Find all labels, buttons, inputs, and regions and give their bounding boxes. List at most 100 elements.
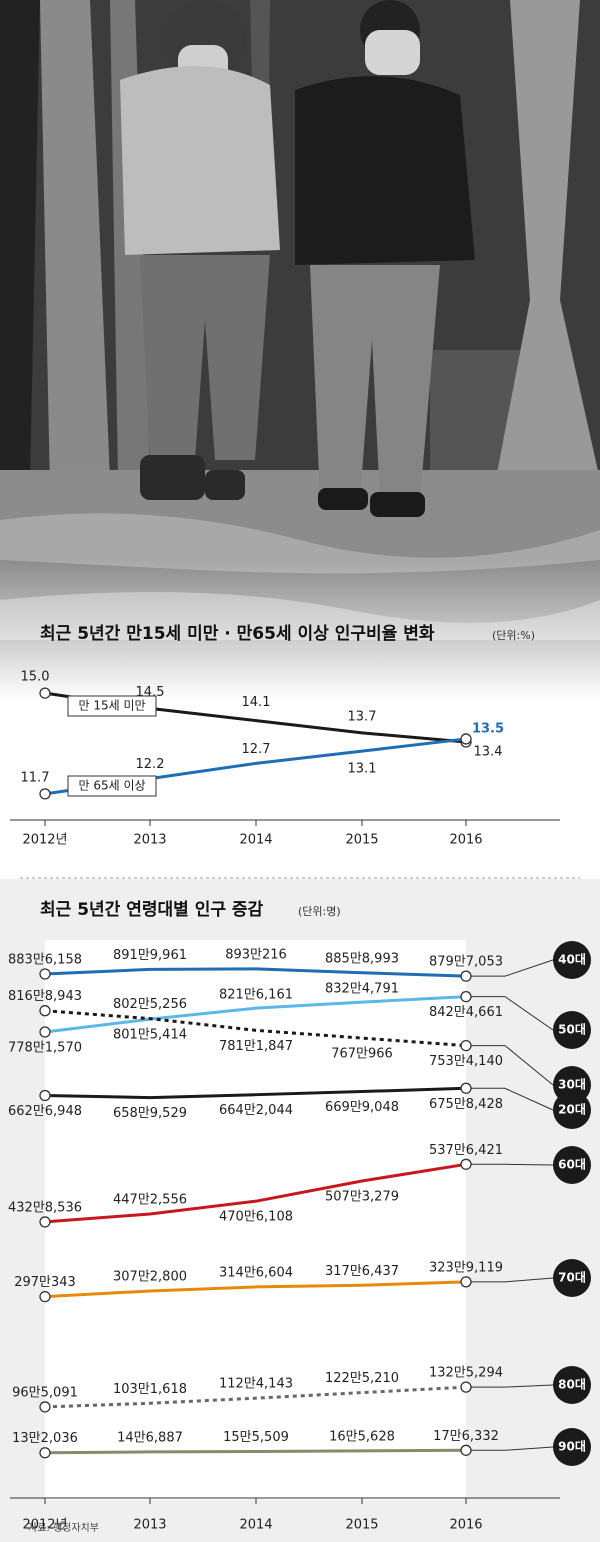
- line: [44, 1162, 467, 1224]
- end-marker: [460, 1276, 472, 1288]
- value-label: 16만5,628: [329, 1429, 395, 1444]
- value-label: 842만4,661: [429, 1005, 503, 1020]
- legend-label: 만 65세 이상: [78, 779, 145, 793]
- end-marker: [39, 1216, 51, 1228]
- unit-label: (단위:명): [298, 905, 341, 918]
- legend-label: 20대: [558, 1103, 586, 1117]
- end-marker: [460, 1444, 472, 1456]
- line: [44, 1009, 467, 1048]
- value-label: 778만1,570: [8, 1041, 82, 1056]
- value-label: 893만216: [225, 947, 287, 962]
- value-label: 767만966: [331, 1047, 393, 1062]
- end-marker: [39, 687, 51, 699]
- value-label: 317만6,437: [325, 1264, 399, 1279]
- end-marker: [460, 990, 472, 1003]
- leader-line: [471, 1045, 554, 1086]
- value-label: 816만8,943: [8, 989, 82, 1004]
- value-label: 14만6,887: [117, 1430, 183, 1445]
- value-label: 11.7: [21, 770, 50, 785]
- leader-line: [471, 1384, 554, 1388]
- value-label: 13.5: [472, 721, 504, 736]
- x-tick-label: 2016: [449, 1518, 482, 1533]
- end-marker: [39, 1290, 51, 1303]
- end-marker: [39, 1401, 51, 1413]
- chart-title: 최근 5년간 연령대별 인구 증감: [40, 899, 264, 920]
- end-marker: [460, 1082, 472, 1094]
- value-label: 432만8,536: [8, 1200, 82, 1215]
- value-label: 14.1: [242, 695, 271, 710]
- series-tag: [553, 1011, 591, 1049]
- legend-label: 만 15세 미만: [78, 699, 145, 713]
- legend-label: 70대: [558, 1271, 586, 1285]
- value-label: 297만343: [14, 1275, 76, 1290]
- legend-label: 60대: [558, 1158, 586, 1172]
- x-tick-label: 2013: [133, 833, 166, 848]
- x-tick-label: 2012년: [22, 1518, 67, 1533]
- value-label: 17만6,332: [433, 1429, 499, 1444]
- value-label: 891만9,961: [113, 948, 187, 963]
- value-label: 15.0: [21, 670, 50, 685]
- line: [44, 1448, 467, 1455]
- value-label: 669만9,048: [325, 1100, 399, 1115]
- end-marker: [460, 733, 472, 745]
- value-label: 662만6,948: [8, 1104, 82, 1119]
- value-label: 13.7: [348, 709, 377, 724]
- value-label: 675만8,428: [429, 1097, 503, 1112]
- end-marker: [39, 1026, 51, 1038]
- series-tag: [553, 1366, 591, 1404]
- series-tag: [553, 1428, 591, 1466]
- line: [44, 1086, 467, 1100]
- unit-label: (단위:%): [492, 629, 535, 642]
- value-label: 832만4,791: [325, 982, 399, 997]
- photo: [0, 0, 600, 700]
- end-marker: [460, 1039, 472, 1052]
- end-marker: [39, 788, 51, 800]
- value-label: 879만7,053: [429, 955, 503, 970]
- value-label: 753만4,140: [429, 1054, 503, 1069]
- legend-label: 90대: [558, 1440, 586, 1454]
- value-label: 781만1,847: [219, 1039, 293, 1054]
- series-tag: [553, 1146, 591, 1184]
- value-label: 664만2,044: [219, 1103, 293, 1118]
- end-marker: [39, 1447, 51, 1459]
- end-marker: [39, 1005, 51, 1017]
- value-label: 132만5,294: [429, 1366, 503, 1381]
- value-label: 103만1,618: [113, 1382, 187, 1397]
- leader-line: [471, 1087, 554, 1111]
- legend-label: 40대: [558, 953, 586, 967]
- series-tag: [553, 941, 591, 979]
- value-label: 323만9,119: [429, 1260, 503, 1275]
- legend-label: 50대: [558, 1023, 586, 1037]
- x-tick-label: 2014: [239, 833, 272, 848]
- leader-line: [471, 996, 554, 1031]
- value-label: 801만5,414: [113, 1028, 187, 1043]
- end-marker: [460, 970, 472, 982]
- end-marker: [39, 968, 51, 980]
- value-label: 802만5,256: [113, 997, 187, 1012]
- series-tag: [553, 1259, 591, 1297]
- legend-box: [67, 775, 157, 797]
- x-tick-label: 2015: [345, 1518, 378, 1533]
- value-label: 13만2,036: [12, 1431, 78, 1446]
- leader-line: [471, 1163, 554, 1166]
- value-label: 96만5,091: [12, 1385, 78, 1400]
- value-label: 12.2: [136, 757, 165, 772]
- plot-area: [45, 940, 466, 1500]
- end-marker: [39, 1089, 51, 1102]
- value-label: 307만2,800: [113, 1269, 187, 1284]
- x-tick-label: 2012년: [22, 833, 67, 848]
- value-label: 314만6,604: [219, 1265, 293, 1280]
- leader-line: [471, 1446, 554, 1451]
- value-label: 821만6,161: [219, 988, 293, 1003]
- legend-box: [67, 695, 157, 717]
- value-label: 12.7: [242, 742, 271, 757]
- value-label: 122만5,210: [325, 1371, 399, 1386]
- value-label: 447만2,556: [113, 1193, 187, 1208]
- value-label: 112만4,143: [219, 1377, 293, 1392]
- value-label: 13.4: [474, 745, 503, 760]
- x-tick-label: 2014: [239, 1518, 272, 1533]
- value-label: 885만8,993: [325, 951, 399, 966]
- value-label: 883만6,158: [8, 953, 82, 968]
- legend-label: 80대: [558, 1378, 586, 1392]
- line: [44, 995, 467, 1034]
